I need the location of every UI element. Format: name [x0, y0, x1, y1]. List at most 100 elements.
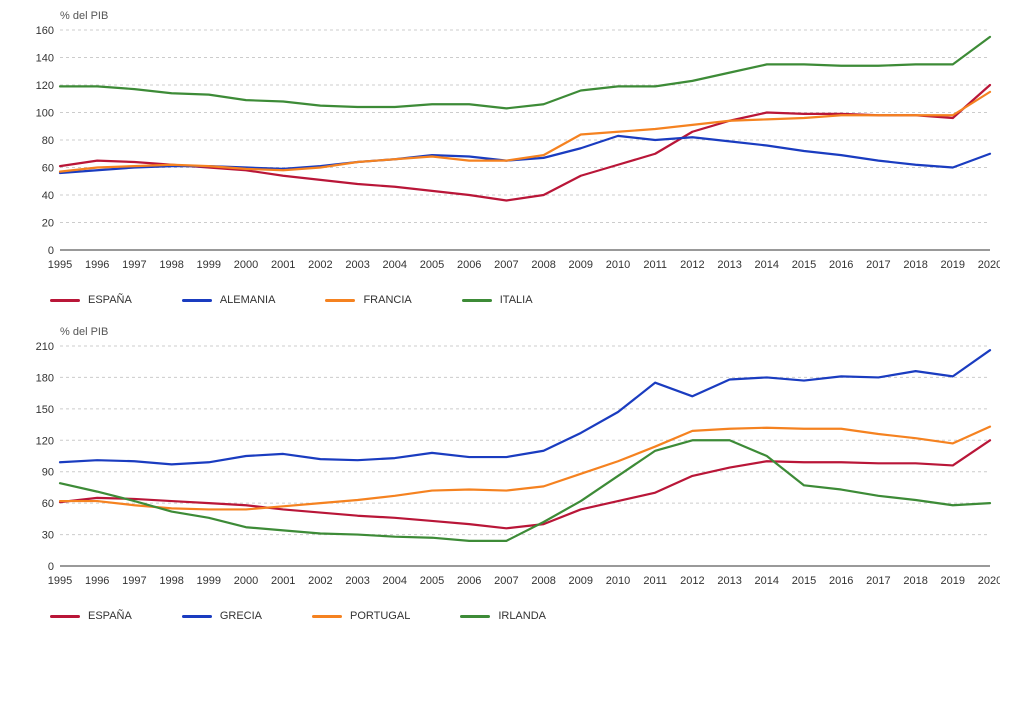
legend-item-francia: FRANCIA [325, 294, 411, 306]
legend-label: GRECIA [220, 610, 262, 622]
svg-text:0: 0 [48, 561, 54, 573]
svg-text:2000: 2000 [234, 259, 258, 271]
svg-text:160: 160 [36, 25, 54, 37]
svg-text:1998: 1998 [159, 259, 183, 271]
legend-item-irlanda: IRLANDA [460, 610, 546, 622]
svg-text:150: 150 [36, 404, 54, 416]
svg-text:2014: 2014 [755, 575, 779, 587]
chart-block-bottom: % del PIB 030609012015018021019951996199… [20, 326, 1004, 622]
svg-text:2019: 2019 [941, 575, 965, 587]
svg-text:2006: 2006 [457, 259, 481, 271]
chart1-legend: ESPAÑA ALEMANIA FRANCIA ITALIA [50, 294, 1004, 306]
legend-item-españa: ESPAÑA [50, 294, 132, 306]
svg-text:2012: 2012 [680, 575, 704, 587]
legend-label: IRLANDA [498, 610, 546, 622]
svg-text:2003: 2003 [345, 575, 369, 587]
svg-text:1999: 1999 [197, 259, 221, 271]
legend-label: ITALIA [500, 294, 533, 306]
legend-swatch [462, 299, 492, 302]
svg-text:2008: 2008 [531, 575, 555, 587]
series-line-españa [60, 85, 990, 201]
svg-text:60: 60 [42, 498, 54, 510]
svg-text:2018: 2018 [903, 259, 927, 271]
svg-text:20: 20 [42, 218, 54, 230]
legend-swatch [182, 299, 212, 302]
legend-swatch [182, 615, 212, 618]
svg-text:80: 80 [42, 135, 54, 147]
chart2-wrap: 0306090120150180210199519961997199819992… [20, 340, 1000, 600]
series-line-italia [60, 37, 990, 109]
svg-text:1997: 1997 [122, 259, 146, 271]
svg-text:1995: 1995 [48, 259, 72, 271]
svg-text:2012: 2012 [680, 259, 704, 271]
svg-text:1996: 1996 [85, 575, 109, 587]
svg-text:2013: 2013 [717, 259, 741, 271]
svg-text:210: 210 [36, 341, 54, 353]
svg-text:2008: 2008 [531, 259, 555, 271]
svg-text:2009: 2009 [569, 575, 593, 587]
legend-label: ALEMANIA [220, 294, 276, 306]
chart2-y-title: % del PIB [60, 326, 1004, 338]
svg-text:2013: 2013 [717, 575, 741, 587]
svg-text:120: 120 [36, 435, 54, 447]
svg-text:2004: 2004 [383, 575, 407, 587]
svg-text:2015: 2015 [792, 259, 816, 271]
svg-text:2002: 2002 [308, 259, 332, 271]
legend-swatch [50, 615, 80, 618]
legend-item-italia: ITALIA [462, 294, 533, 306]
svg-text:1995: 1995 [48, 575, 72, 587]
svg-text:2014: 2014 [755, 259, 779, 271]
legend-swatch [312, 615, 342, 618]
svg-text:1998: 1998 [159, 575, 183, 587]
chart2-legend: ESPAÑA GRECIA PORTUGAL IRLANDA [50, 610, 1004, 622]
svg-text:2009: 2009 [569, 259, 593, 271]
legend-item-grecia: GRECIA [182, 610, 262, 622]
svg-text:2007: 2007 [494, 575, 518, 587]
svg-text:1996: 1996 [85, 259, 109, 271]
svg-text:0: 0 [48, 245, 54, 257]
svg-text:2001: 2001 [271, 259, 295, 271]
svg-text:90: 90 [42, 467, 54, 479]
svg-text:2020: 2020 [978, 575, 1000, 587]
svg-text:2011: 2011 [643, 259, 667, 271]
svg-text:2001: 2001 [271, 575, 295, 587]
svg-text:2003: 2003 [345, 259, 369, 271]
svg-text:1999: 1999 [197, 575, 221, 587]
chart1-svg: 0204060801001201401601995199619971998199… [20, 24, 1000, 284]
chart1-wrap: 0204060801001201401601995199619971998199… [20, 24, 1000, 284]
legend-swatch [460, 615, 490, 618]
svg-text:60: 60 [42, 163, 54, 175]
legend-swatch [325, 299, 355, 302]
svg-text:2016: 2016 [829, 575, 853, 587]
svg-text:120: 120 [36, 80, 54, 92]
svg-text:2006: 2006 [457, 575, 481, 587]
svg-text:2005: 2005 [420, 259, 444, 271]
svg-text:2007: 2007 [494, 259, 518, 271]
svg-text:2010: 2010 [606, 575, 630, 587]
svg-text:2011: 2011 [643, 575, 667, 587]
svg-text:2020: 2020 [978, 259, 1000, 271]
svg-text:2010: 2010 [606, 259, 630, 271]
svg-text:2019: 2019 [941, 259, 965, 271]
svg-text:2017: 2017 [866, 575, 890, 587]
svg-text:2015: 2015 [792, 575, 816, 587]
svg-text:140: 140 [36, 53, 54, 65]
svg-text:2000: 2000 [234, 575, 258, 587]
chart2-svg: 0306090120150180210199519961997199819992… [20, 340, 1000, 600]
legend-item-españa: ESPAÑA [50, 610, 132, 622]
legend-label: ESPAÑA [88, 610, 132, 622]
svg-text:2002: 2002 [308, 575, 332, 587]
chart-block-top: % del PIB 020406080100120140160199519961… [20, 10, 1004, 306]
svg-text:180: 180 [36, 372, 54, 384]
legend-item-portugal: PORTUGAL [312, 610, 410, 622]
svg-text:2018: 2018 [903, 575, 927, 587]
legend-label: FRANCIA [363, 294, 411, 306]
svg-text:2017: 2017 [866, 259, 890, 271]
chart1-y-title: % del PIB [60, 10, 1004, 22]
svg-text:1997: 1997 [122, 575, 146, 587]
page: % del PIB 020406080100120140160199519961… [0, 0, 1024, 662]
svg-text:2005: 2005 [420, 575, 444, 587]
legend-label: ESPAÑA [88, 294, 132, 306]
legend-label: PORTUGAL [350, 610, 410, 622]
svg-text:2004: 2004 [383, 259, 407, 271]
